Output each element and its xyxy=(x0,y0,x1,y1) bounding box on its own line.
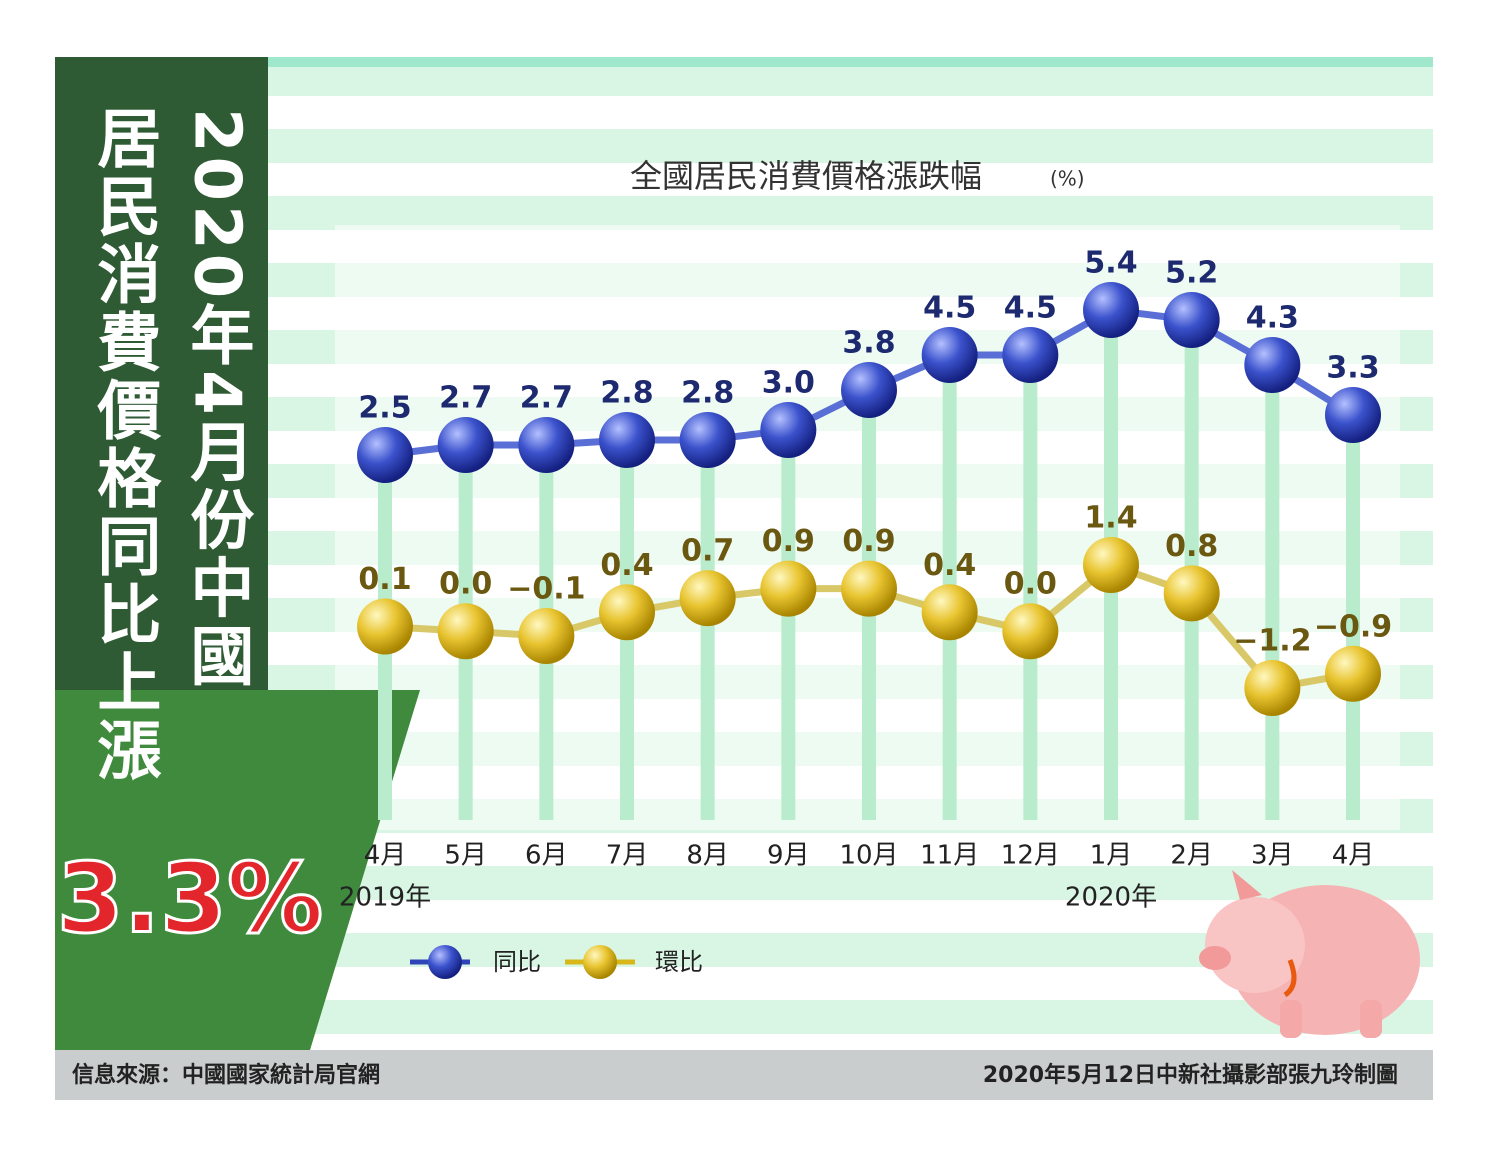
value-label: 1.4 xyxy=(1084,501,1137,536)
marker xyxy=(679,570,736,627)
legend-label: 環比 xyxy=(655,948,703,976)
year-label: 2019年 xyxy=(339,883,431,913)
value-label: 5.4 xyxy=(1084,246,1137,281)
stripe xyxy=(268,62,1433,96)
headline-2: 居民消費價格同比上漲 xyxy=(86,105,162,785)
value-label: 3.0 xyxy=(762,366,815,401)
year-label: 2020年 xyxy=(1065,883,1157,913)
value-label: −1.2 xyxy=(1233,624,1311,659)
value-label: 2.8 xyxy=(600,376,653,411)
marker xyxy=(841,362,897,418)
marker xyxy=(357,427,413,483)
value-label: 4.5 xyxy=(1004,291,1057,326)
marker xyxy=(437,417,494,473)
value-label: 0.1 xyxy=(358,562,411,597)
value-label: 2.7 xyxy=(520,381,573,416)
marker xyxy=(518,417,575,473)
legend-marker xyxy=(583,945,617,979)
value-label: 0.4 xyxy=(600,548,653,583)
marker xyxy=(1163,565,1220,622)
unit: (%) xyxy=(1050,167,1085,191)
legend-label: 同比 xyxy=(493,948,541,976)
value-label: 0.0 xyxy=(1004,567,1057,602)
marker xyxy=(921,584,978,641)
value-label: 0.0 xyxy=(439,567,492,602)
marker xyxy=(760,560,817,617)
stripe xyxy=(268,129,1433,163)
marker xyxy=(760,402,817,458)
legend-marker xyxy=(428,945,462,979)
x-tick-label: 9月 xyxy=(767,841,810,871)
credit: 2020年5月12日中新社攝影部張九玲制圖 xyxy=(983,1062,1398,1088)
left-panel xyxy=(55,57,268,770)
x-tick-label: 6月 xyxy=(525,841,568,871)
marker xyxy=(841,560,897,617)
x-tick-label: 3月 xyxy=(1251,841,1294,871)
value-label: 0.7 xyxy=(681,534,734,569)
value-label: 3.3 xyxy=(1326,351,1379,386)
marker xyxy=(1325,387,1381,443)
x-tick-label: 12月 xyxy=(1001,841,1060,871)
marker xyxy=(1163,292,1220,348)
source: 信息來源：中國國家統計局官網 xyxy=(72,1062,380,1088)
x-tick-label: 7月 xyxy=(606,841,649,871)
x-tick-label: 1月 xyxy=(1090,841,1133,871)
stripe xyxy=(268,1000,1433,1034)
x-tick-label: 11月 xyxy=(920,841,979,871)
chart-title: 全國居民消費價格漲跌幅 xyxy=(630,157,982,195)
value-label: −0.9 xyxy=(1314,609,1392,644)
x-tick-label: 2月 xyxy=(1170,841,1213,871)
marker xyxy=(1002,603,1059,660)
value-label: −0.1 xyxy=(507,571,585,606)
marker xyxy=(1244,660,1301,716)
value-label: 0.9 xyxy=(762,524,815,559)
x-tick-label: 10月 xyxy=(839,841,898,871)
left-panel-lower xyxy=(55,690,420,1050)
x-tick-label: 8月 xyxy=(686,841,729,871)
marker xyxy=(437,603,494,660)
headline-1: 2020年4月份中國 xyxy=(179,108,254,691)
marker xyxy=(357,598,413,655)
marker xyxy=(599,584,655,641)
value-label: 0.8 xyxy=(1165,529,1218,564)
highlight: 3.3% xyxy=(57,842,323,954)
value-label: 4.5 xyxy=(923,291,976,326)
x-tick-label: 4月 xyxy=(1332,841,1375,871)
stripe xyxy=(268,196,1433,230)
x-tick-label: 5月 xyxy=(444,841,487,871)
value-label: 2.8 xyxy=(681,376,734,411)
value-label: 4.3 xyxy=(1246,301,1299,336)
marker xyxy=(599,412,655,468)
value-label: 2.5 xyxy=(358,391,411,426)
marker xyxy=(518,607,575,664)
marker xyxy=(1002,327,1059,383)
marker xyxy=(1083,537,1139,593)
footer-bar xyxy=(55,1050,1433,1100)
marker xyxy=(1244,337,1301,393)
value-label: 2.7 xyxy=(439,381,492,416)
marker xyxy=(921,327,978,383)
value-label: 0.4 xyxy=(923,548,976,583)
value-label: 0.9 xyxy=(842,524,895,559)
top-band xyxy=(268,57,1433,67)
marker xyxy=(1083,282,1139,338)
marker xyxy=(679,412,736,468)
marker xyxy=(1325,645,1381,702)
x-tick-label: 4月 xyxy=(364,841,407,871)
pig xyxy=(1199,870,1420,1038)
value-label: 3.8 xyxy=(842,326,895,361)
value-label: 5.2 xyxy=(1165,256,1218,291)
